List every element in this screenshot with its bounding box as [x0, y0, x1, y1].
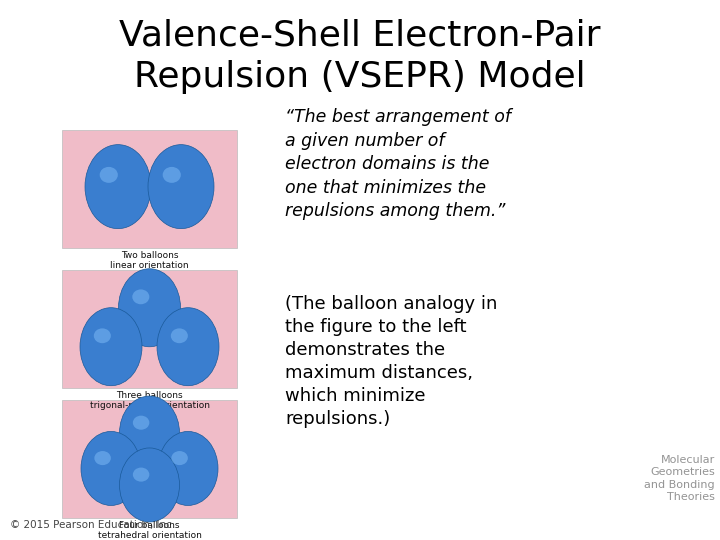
Text: “The best arrangement of
a given number of
electron domains is the
one that mini: “The best arrangement of a given number …	[285, 108, 511, 220]
Ellipse shape	[94, 328, 111, 343]
Ellipse shape	[148, 145, 214, 228]
Text: Molecular
Geometries
and Bonding
Theories: Molecular Geometries and Bonding Theorie…	[644, 455, 715, 502]
FancyBboxPatch shape	[62, 400, 237, 518]
Ellipse shape	[119, 269, 181, 347]
Text: Repulsion (VSEPR) Model: Repulsion (VSEPR) Model	[134, 60, 586, 94]
Ellipse shape	[133, 468, 149, 482]
Ellipse shape	[171, 451, 188, 465]
Ellipse shape	[120, 396, 179, 470]
Text: Four balloons
tetrahedral orientation: Four balloons tetrahedral orientation	[98, 521, 202, 540]
Ellipse shape	[80, 308, 142, 386]
Text: Three balloons
trigonal-planar orientation: Three balloons trigonal-planar orientati…	[89, 391, 210, 410]
FancyBboxPatch shape	[62, 270, 237, 388]
Ellipse shape	[163, 167, 181, 183]
Ellipse shape	[94, 451, 111, 465]
FancyBboxPatch shape	[62, 130, 237, 248]
Ellipse shape	[120, 448, 179, 522]
Text: Two balloons
linear orientation: Two balloons linear orientation	[110, 251, 189, 271]
Ellipse shape	[132, 289, 149, 304]
Ellipse shape	[158, 431, 218, 505]
Ellipse shape	[85, 145, 151, 228]
Text: © 2015 Pearson Education, Inc.: © 2015 Pearson Education, Inc.	[10, 520, 175, 530]
Ellipse shape	[171, 328, 188, 343]
Text: (The balloon analogy in
the figure to the left
demonstrates the
maximum distance: (The balloon analogy in the figure to th…	[285, 295, 498, 428]
Ellipse shape	[157, 308, 219, 386]
Ellipse shape	[99, 167, 118, 183]
Text: Valence-Shell Electron-Pair: Valence-Shell Electron-Pair	[120, 18, 600, 52]
Ellipse shape	[133, 416, 149, 430]
Ellipse shape	[81, 431, 141, 505]
